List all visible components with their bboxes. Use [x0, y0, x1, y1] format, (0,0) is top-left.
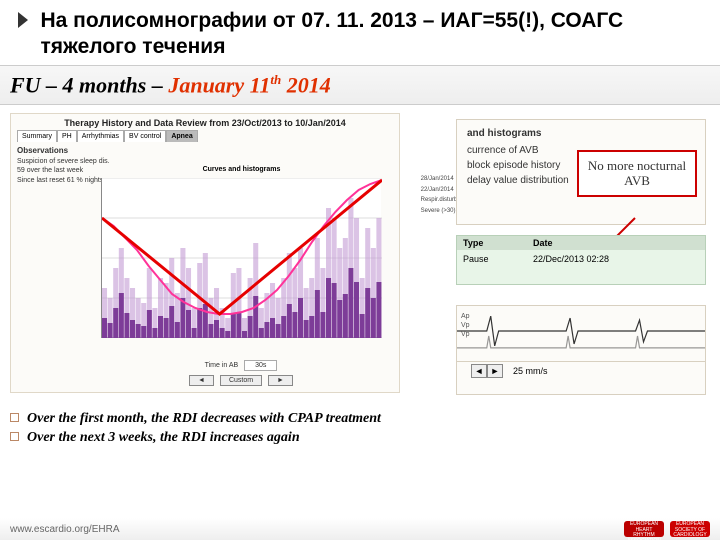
- hist-header: and histograms: [467, 128, 695, 139]
- col-date: Date: [527, 236, 559, 250]
- therapy-chart-panel: Therapy History and Data Review from 23/…: [10, 113, 400, 393]
- ecg-speed: 25 mm/s: [513, 366, 548, 376]
- histograms-panel: and histograms currence of AVB block epi…: [456, 119, 706, 225]
- bullet-box-icon: [10, 432, 19, 441]
- ecg-footer: ◄ ► 25 mm/s: [457, 361, 705, 380]
- episode-table: Type Date Pause 22/Dec/2013 02:28: [456, 235, 706, 285]
- legend-item: Respir.disturb.: [421, 195, 459, 206]
- chart-title: Therapy History and Data Review from 23/…: [11, 114, 399, 130]
- ecg-back-button[interactable]: ◄: [471, 364, 487, 378]
- table-row[interactable]: Pause 22/Dec/2013 02:28: [457, 250, 705, 268]
- tab-arr[interactable]: Arrhythmias: [77, 130, 124, 142]
- legend-item: Severe (>30): [421, 206, 459, 217]
- nav-custom-button[interactable]: Custom: [220, 375, 262, 386]
- bullet-row: Over the first month, the RDI decreases …: [10, 411, 381, 427]
- ecg-lab-ap: Ap: [461, 312, 470, 321]
- ecg-labels: Ap Vp Vp: [461, 312, 470, 339]
- ecg-fwd-button[interactable]: ►: [487, 364, 503, 378]
- ecg-nav: ◄ ►: [471, 364, 503, 378]
- header-text: На полисомнографии от 07. 11. 2013 – ИАГ…: [40, 8, 700, 61]
- bullet-text: Over the next 3 weeks, the RDI increases…: [27, 430, 300, 445]
- plot-legend: 28/Jan/2014 22/Jan/2014 Respir.disturb. …: [421, 174, 459, 217]
- bullet-box-icon: [10, 413, 19, 422]
- main-area: Heart Rhythm Therapy History and Data Re…: [0, 105, 720, 465]
- ecg-lab-vp2: Vp: [461, 330, 470, 339]
- callout-no-avb: No more nocturnal AVB: [577, 150, 697, 197]
- obs-line: Suspicion of severe sleep dis.: [17, 157, 393, 166]
- footer-logos: EUROPEAN HEART RHYTHM ASSOCIATION EUROPE…: [624, 521, 710, 537]
- tab-ph[interactable]: PH: [57, 130, 77, 142]
- tab-summary[interactable]: Summary: [17, 130, 57, 142]
- obs-title: Observations: [17, 146, 393, 157]
- chart-tabs: Summary PH Arrhythmias BV control Apnea: [11, 130, 399, 142]
- cell-type: Pause: [463, 254, 533, 264]
- nav-back-button[interactable]: ◄: [189, 375, 214, 386]
- footer: www.escardio.org/EHRA EUROPEAN HEART RHY…: [0, 518, 720, 540]
- fu-sup: th: [270, 72, 281, 87]
- ecg-trace: [457, 306, 705, 356]
- tab-apnea[interactable]: Apnea: [166, 130, 197, 142]
- bullet-text: Over the first month, the RDI decreases …: [27, 411, 381, 426]
- time-controls: Time in AB 30s ◄ Custom ►: [101, 360, 381, 386]
- time-label: Time in AB: [205, 362, 239, 369]
- bullet-row: Over the next 3 weeks, the RDI increases…: [10, 430, 381, 446]
- footer-url: www.escardio.org/EHRA: [10, 524, 119, 535]
- bullet-arrow-icon: [18, 12, 28, 28]
- plot-title: Curves and histograms: [102, 166, 381, 173]
- nav-fwd-button[interactable]: ►: [268, 375, 293, 386]
- legend-item: 28/Jan/2014: [421, 174, 459, 185]
- legend-item: 22/Jan/2014: [421, 185, 459, 196]
- fu-prefix: FU – 4 months –: [10, 72, 168, 97]
- tab-bv[interactable]: BV control: [124, 130, 166, 142]
- plot-svg: 04080120160: [102, 178, 382, 338]
- rdi-plot: Curves and histograms 04080120160: [101, 178, 381, 338]
- esc-logo: EUROPEAN SOCIETY OF CARDIOLOGY: [670, 521, 710, 537]
- cell-date: 22/Dec/2013 02:28: [533, 254, 609, 264]
- header-row: На полисомнографии от 07. 11. 2013 – ИАГ…: [0, 0, 720, 65]
- ecg-lab-vp: Vp: [461, 321, 470, 330]
- summary-bullets: Over the first month, the RDI decreases …: [10, 408, 381, 449]
- fu-tail: 2014: [281, 72, 331, 97]
- ecg-panel: Ap Vp Vp ◄ ► 25 mm/s: [456, 305, 706, 395]
- ehra-logo: EUROPEAN HEART RHYTHM ASSOCIATION: [624, 521, 664, 537]
- table-header: Type Date: [457, 236, 705, 250]
- fu-banner: FU – 4 months – January 11th 2014: [0, 65, 720, 105]
- time-select[interactable]: 30s: [244, 360, 277, 371]
- col-type: Type: [457, 236, 527, 250]
- fu-red: January 11: [168, 72, 270, 97]
